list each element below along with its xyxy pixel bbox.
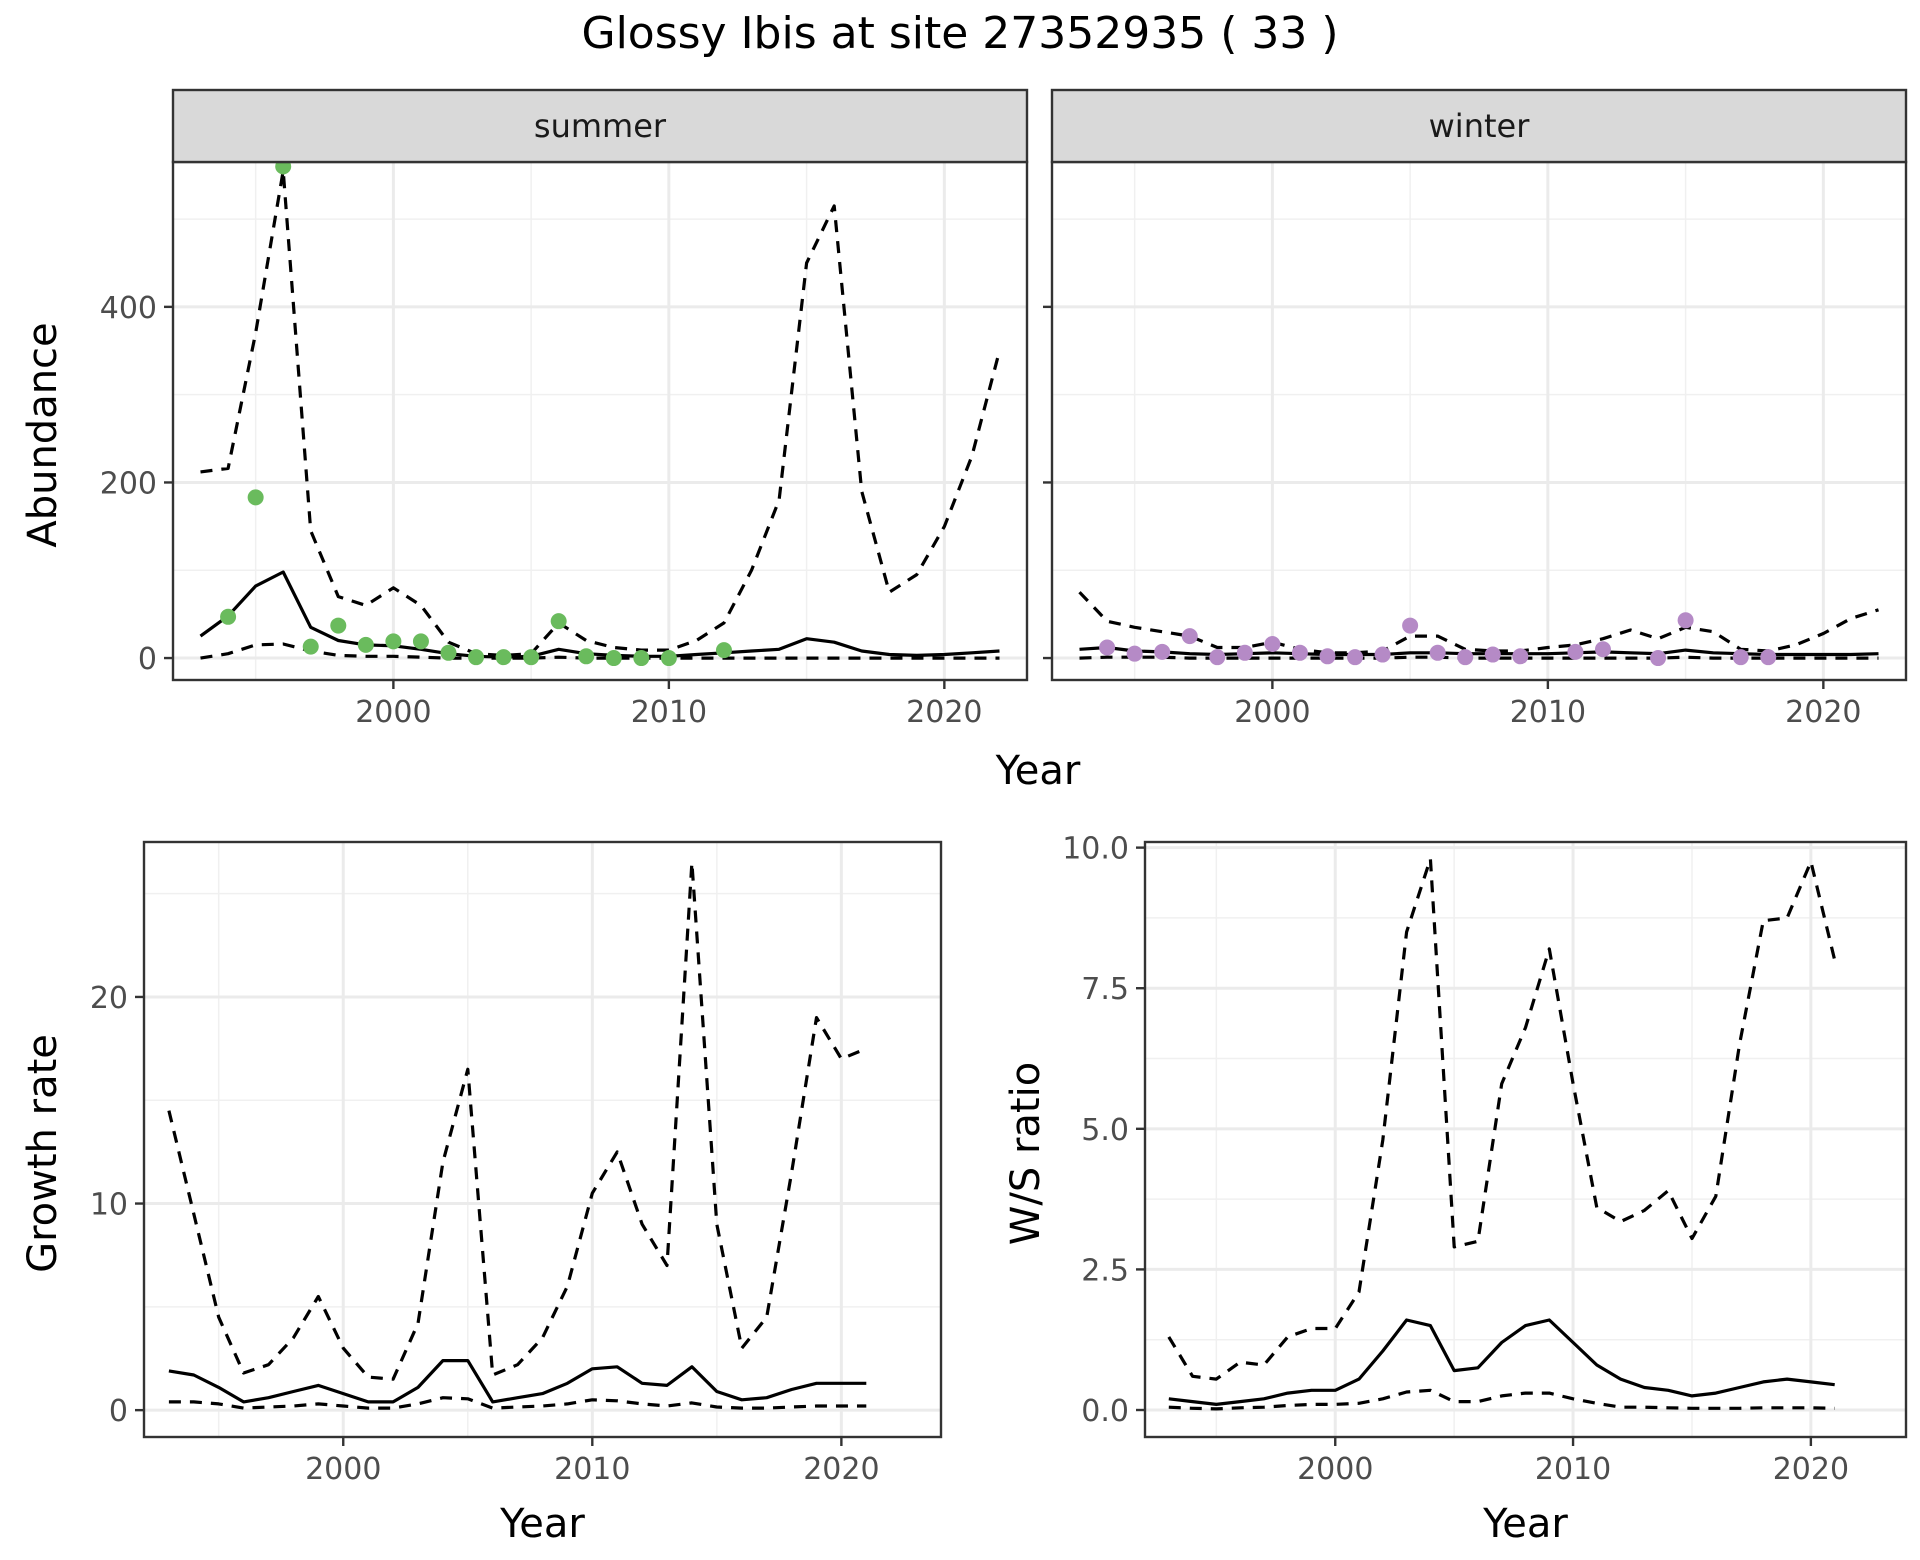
facet-strip-label: winter — [1429, 107, 1531, 145]
observed-point — [247, 489, 264, 506]
median-line — [1168, 1318, 1835, 1406]
observed-point — [715, 642, 732, 659]
observed-point — [1181, 628, 1198, 645]
observed-point — [1677, 612, 1694, 629]
observed-point — [1512, 648, 1529, 665]
observed-point — [495, 649, 512, 666]
y-tick-label: 0 — [138, 642, 157, 677]
plot-background — [173, 162, 1027, 680]
observed-point — [1760, 649, 1777, 666]
upper-line — [1078, 591, 1879, 655]
observed-point — [1567, 643, 1584, 660]
observed-point — [385, 633, 402, 650]
x-tick-label: 2000 — [355, 695, 431, 730]
y-axis-title: Abundance — [20, 322, 66, 547]
observed-point — [220, 608, 237, 625]
lower-line — [168, 1396, 867, 1410]
facet-strip — [171, 88, 1029, 164]
observed-point — [633, 650, 650, 667]
y-tick-label: 200 — [100, 466, 157, 501]
lower-line — [200, 642, 1000, 660]
series-layer — [1167, 857, 1837, 1411]
observed-point — [1236, 644, 1253, 661]
observed-point — [1457, 649, 1474, 666]
observed-point — [1099, 639, 1116, 656]
observed-point — [660, 650, 677, 667]
x-tick-label: 2020 — [1773, 1452, 1849, 1487]
x-tick-label: 2020 — [803, 1452, 879, 1487]
observed-point — [302, 638, 319, 655]
observed-point — [1594, 641, 1611, 658]
observed-point — [1126, 645, 1143, 662]
summer-panel: summer 2000 2010 2020 0 200 400 Abundance — [20, 88, 1029, 730]
y-tick-label: 0.0 — [1081, 1394, 1129, 1429]
y-tick-label: 20 — [90, 981, 128, 1016]
observed-point — [550, 613, 567, 630]
x-tick-label: 2010 — [1510, 695, 1586, 730]
plot-background — [144, 842, 941, 1437]
panel-border — [1143, 840, 1908, 1439]
observed-point — [523, 649, 540, 666]
upper-line — [167, 861, 867, 1381]
x-tick-label: 2010 — [554, 1452, 630, 1487]
observed-point — [1732, 649, 1749, 666]
y-tick-label: 10.0 — [1062, 832, 1129, 867]
observed-point — [357, 636, 374, 653]
y-axis-title: W/S ratio — [1003, 1062, 1049, 1245]
panel-border — [142, 840, 943, 1439]
observed-point — [412, 633, 429, 650]
x-tick-label: 2020 — [906, 695, 982, 730]
y-axis-title: Growth rate — [20, 1034, 66, 1273]
observed-point — [275, 162, 292, 175]
observed-point — [1319, 648, 1336, 665]
observed-point — [1209, 649, 1226, 666]
y-tick-label: 2.5 — [1081, 1253, 1129, 1288]
y-tick-label: 7.5 — [1081, 972, 1129, 1007]
winter-panel: winter 2000 2010 2020 — [1043, 88, 1908, 730]
observed-point — [1291, 644, 1308, 661]
observed-point — [605, 650, 622, 667]
upper-line — [1167, 857, 1837, 1381]
observed-point — [1484, 646, 1501, 663]
median-line — [168, 1359, 867, 1404]
y-tick-label: 400 — [100, 291, 157, 326]
upper-line — [200, 169, 1002, 657]
observed-point — [1374, 646, 1391, 663]
x-tick-label: 2000 — [1297, 1452, 1373, 1487]
x-tick-label: 2020 — [1785, 695, 1861, 730]
plot-background — [1052, 162, 1906, 680]
growth-rate-panel: 2000 2010 2020 0 10 20 Growth rate Year — [20, 840, 943, 1547]
x-tick-label: 2000 — [305, 1452, 381, 1487]
observed-point — [1154, 643, 1171, 660]
figure-title: Glossy Ibis at site 27352935 ( 33 ) — [581, 8, 1338, 59]
observed-point — [468, 649, 485, 666]
facet-strip — [1050, 88, 1908, 164]
x-tick-label: 2010 — [1535, 1452, 1611, 1487]
lower-line — [1168, 1388, 1835, 1411]
observed-point — [1402, 617, 1419, 634]
series-layer — [167, 861, 867, 1410]
x-axis-title: Year — [1482, 1501, 1568, 1547]
x-tick-label: 2000 — [1234, 695, 1310, 730]
y-tick-label: 10 — [90, 1188, 128, 1223]
facet-strip-label: summer — [534, 107, 667, 145]
x-tick-label: 2010 — [631, 695, 707, 730]
observed-point — [1347, 649, 1364, 666]
top-x-axis-label: Year — [995, 748, 1081, 794]
observed-point — [440, 644, 457, 661]
plot-background — [1145, 842, 1906, 1437]
y-tick-label: 5.0 — [1081, 1113, 1129, 1148]
series-layer — [199, 162, 1002, 667]
observed-point — [1264, 636, 1281, 653]
y-tick-label: 0 — [109, 1394, 128, 1429]
observed-point — [578, 648, 595, 665]
x-axis-title: Year — [499, 1501, 585, 1547]
observed-point — [1429, 644, 1446, 661]
series-layer — [1078, 591, 1879, 667]
observed-point — [1650, 650, 1667, 667]
observed-point — [330, 617, 347, 634]
ws-ratio-panel: 2000 2010 2020 0.0 2.5 5.0 7.5 10.0 W/S ratio Yea… — [1003, 832, 1908, 1547]
median-line — [199, 570, 1000, 659]
